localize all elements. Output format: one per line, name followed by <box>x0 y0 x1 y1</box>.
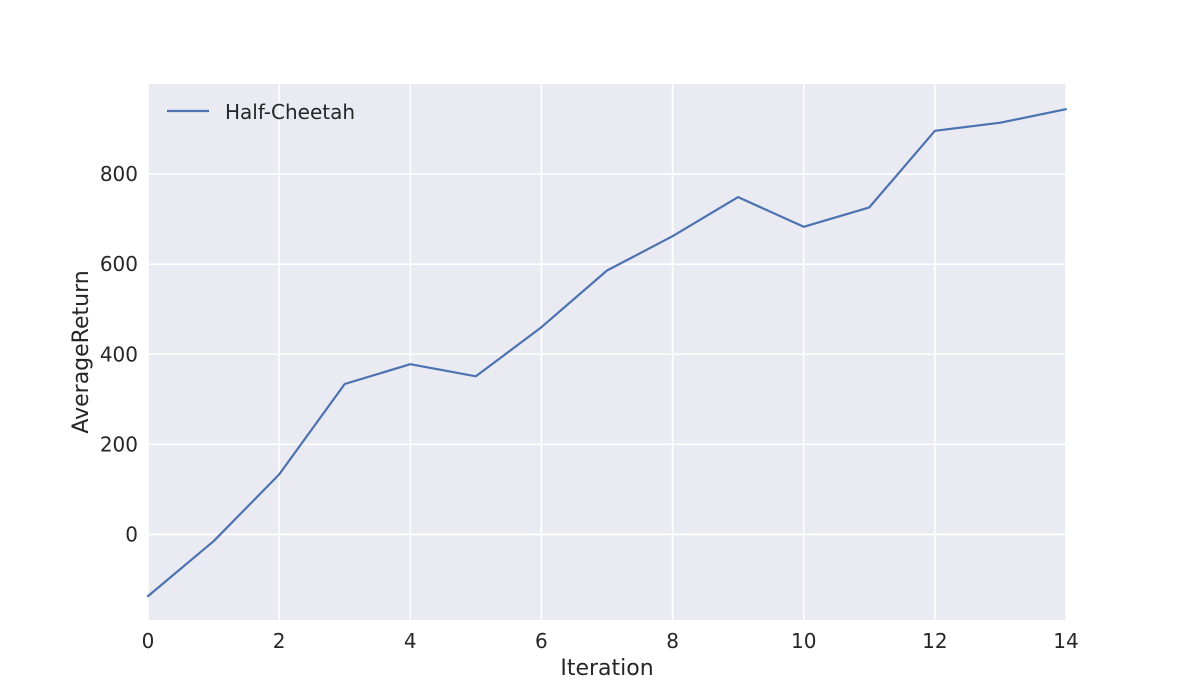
series-layer <box>146 108 1068 598</box>
y-axis-label: AverageReturn <box>69 270 94 433</box>
y-axis-ticks: 0 200 400 600 800 <box>100 162 138 546</box>
y-tick-label: 0 <box>125 522 138 546</box>
x-tick-label: 8 <box>666 629 679 653</box>
x-axis-label: Iteration <box>560 656 653 681</box>
x-tick-label: 14 <box>1053 629 1078 653</box>
x-axis-ticks: 0 2 4 6 8 10 12 14 <box>142 629 1079 653</box>
plot-area <box>148 84 1066 620</box>
x-tick-label: 0 <box>142 629 155 653</box>
x-tick-label: 2 <box>273 629 286 653</box>
legend: Half-Cheetah <box>167 100 355 124</box>
legend-label: Half-Cheetah <box>225 100 355 124</box>
y-tick-label: 600 <box>100 252 138 276</box>
x-tick-label: 12 <box>922 629 947 653</box>
x-tick-label: 6 <box>535 629 548 653</box>
y-tick-label: 400 <box>100 342 138 366</box>
y-tick-label: 800 <box>100 162 138 186</box>
x-tick-label: 10 <box>791 629 816 653</box>
y-tick-label: 200 <box>100 432 138 456</box>
x-tick-label: 4 <box>404 629 417 653</box>
grid <box>147 84 1067 620</box>
